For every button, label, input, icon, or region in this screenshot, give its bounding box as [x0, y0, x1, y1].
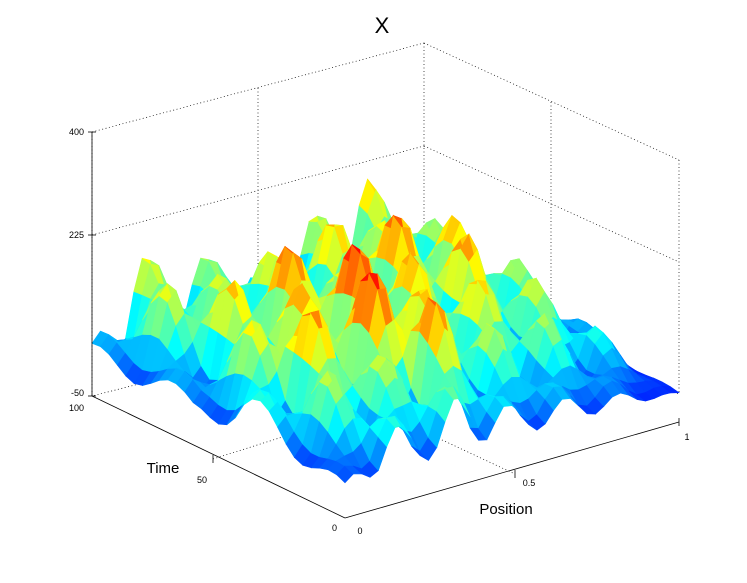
surface-patch: [661, 385, 680, 394]
y-tick-label: 0: [332, 523, 337, 533]
z-tick-label: 400: [69, 127, 84, 137]
chart-title: X: [375, 13, 390, 38]
x-tick-label: 1: [684, 432, 689, 442]
axes-box: [88, 131, 680, 519]
surface-mesh: [91, 178, 680, 484]
y-tick-label: 100: [69, 403, 84, 413]
z-tick-label: 225: [69, 230, 84, 240]
y-tick-label: 50: [197, 475, 207, 485]
grid-lines: [91, 42, 680, 475]
y-axis-label: Time: [147, 460, 180, 477]
z-tick-label: -50: [71, 388, 84, 398]
x-tick-label: 0: [357, 526, 362, 536]
x-axis-label: Position: [479, 501, 532, 518]
x-tick-label: 0.5: [523, 478, 536, 488]
